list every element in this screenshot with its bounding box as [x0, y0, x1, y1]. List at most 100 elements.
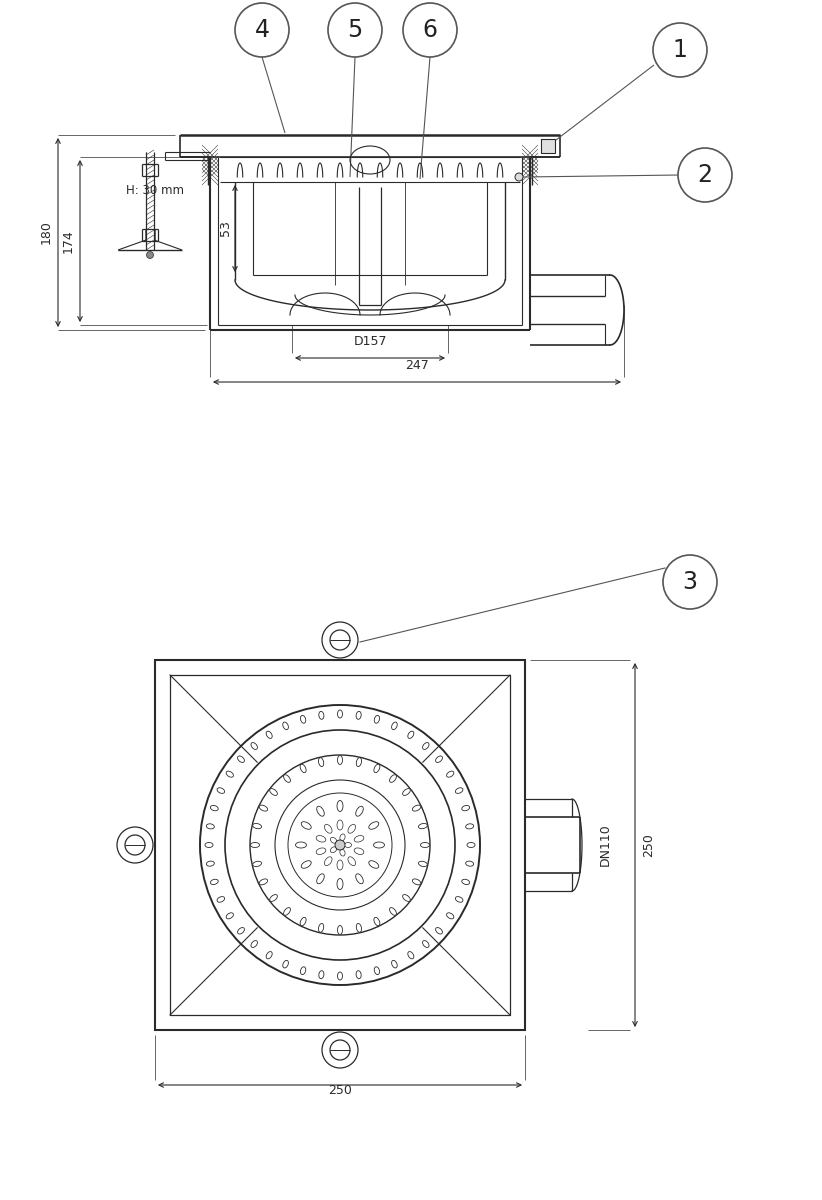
Ellipse shape	[270, 788, 277, 796]
Circle shape	[146, 252, 154, 258]
Text: 174: 174	[62, 229, 75, 253]
Text: H: 30 mm: H: 30 mm	[126, 184, 184, 197]
Text: 4: 4	[255, 18, 270, 42]
Ellipse shape	[319, 712, 324, 719]
Text: 2: 2	[698, 163, 713, 187]
Ellipse shape	[413, 805, 421, 811]
Ellipse shape	[466, 824, 473, 829]
Circle shape	[235, 2, 289, 56]
Ellipse shape	[423, 743, 429, 750]
Circle shape	[678, 148, 732, 202]
Ellipse shape	[408, 952, 413, 959]
Ellipse shape	[226, 772, 233, 778]
Text: 247: 247	[405, 359, 429, 372]
Ellipse shape	[354, 835, 364, 842]
Ellipse shape	[316, 806, 325, 816]
Ellipse shape	[418, 862, 427, 866]
Ellipse shape	[330, 838, 337, 844]
Ellipse shape	[374, 917, 380, 925]
Ellipse shape	[418, 823, 427, 829]
Ellipse shape	[325, 857, 332, 865]
Ellipse shape	[318, 924, 324, 932]
Ellipse shape	[408, 731, 413, 738]
Ellipse shape	[354, 848, 364, 854]
Ellipse shape	[337, 820, 343, 830]
Ellipse shape	[421, 842, 430, 847]
Ellipse shape	[374, 764, 380, 773]
Circle shape	[117, 827, 153, 863]
Ellipse shape	[356, 757, 362, 767]
Text: DN110: DN110	[598, 823, 612, 866]
Ellipse shape	[318, 757, 324, 767]
Ellipse shape	[283, 722, 289, 730]
Circle shape	[322, 1032, 358, 1068]
Ellipse shape	[466, 862, 473, 866]
Ellipse shape	[462, 880, 469, 884]
Ellipse shape	[316, 874, 325, 883]
Ellipse shape	[436, 756, 442, 762]
Ellipse shape	[455, 896, 463, 902]
Ellipse shape	[252, 823, 261, 829]
Ellipse shape	[436, 928, 442, 934]
Ellipse shape	[356, 712, 361, 719]
Ellipse shape	[356, 874, 363, 883]
Ellipse shape	[226, 913, 233, 919]
Ellipse shape	[300, 917, 306, 925]
Ellipse shape	[295, 842, 307, 848]
Ellipse shape	[356, 971, 361, 979]
Ellipse shape	[356, 924, 362, 932]
Circle shape	[653, 23, 707, 77]
Ellipse shape	[338, 925, 343, 935]
Ellipse shape	[325, 824, 332, 833]
Ellipse shape	[330, 847, 337, 852]
Ellipse shape	[338, 972, 343, 980]
Ellipse shape	[391, 722, 397, 730]
Ellipse shape	[252, 862, 261, 866]
Text: 53: 53	[219, 221, 232, 236]
Text: 180: 180	[39, 221, 53, 245]
Ellipse shape	[284, 907, 290, 916]
Ellipse shape	[210, 880, 218, 884]
Ellipse shape	[251, 743, 257, 750]
Ellipse shape	[217, 896, 224, 902]
Circle shape	[663, 554, 717, 608]
Ellipse shape	[446, 772, 454, 778]
Text: 6: 6	[423, 18, 437, 42]
Text: 3: 3	[682, 570, 698, 594]
Ellipse shape	[339, 850, 345, 856]
Ellipse shape	[259, 805, 268, 811]
Text: 250: 250	[328, 1084, 352, 1097]
Ellipse shape	[455, 787, 463, 793]
Ellipse shape	[348, 824, 356, 833]
Ellipse shape	[300, 764, 306, 773]
Ellipse shape	[301, 822, 312, 829]
Circle shape	[403, 2, 457, 56]
Ellipse shape	[251, 941, 257, 948]
Ellipse shape	[206, 824, 215, 829]
Ellipse shape	[301, 967, 306, 974]
Ellipse shape	[301, 715, 306, 724]
Ellipse shape	[373, 842, 385, 848]
Ellipse shape	[337, 800, 343, 811]
Ellipse shape	[403, 894, 410, 901]
Ellipse shape	[338, 756, 343, 764]
Bar	[155, 660, 525, 1030]
Ellipse shape	[348, 857, 356, 865]
Ellipse shape	[391, 960, 397, 968]
Ellipse shape	[390, 907, 396, 916]
Ellipse shape	[467, 842, 475, 847]
Ellipse shape	[356, 806, 363, 816]
Ellipse shape	[266, 731, 272, 738]
Ellipse shape	[205, 842, 213, 847]
Ellipse shape	[283, 960, 289, 968]
Circle shape	[335, 840, 345, 850]
Ellipse shape	[251, 842, 260, 847]
Ellipse shape	[301, 860, 312, 869]
Circle shape	[515, 173, 523, 181]
Ellipse shape	[284, 775, 290, 782]
Ellipse shape	[217, 787, 224, 793]
Ellipse shape	[374, 715, 380, 724]
Ellipse shape	[316, 848, 326, 854]
Ellipse shape	[319, 971, 324, 979]
Ellipse shape	[270, 894, 277, 901]
